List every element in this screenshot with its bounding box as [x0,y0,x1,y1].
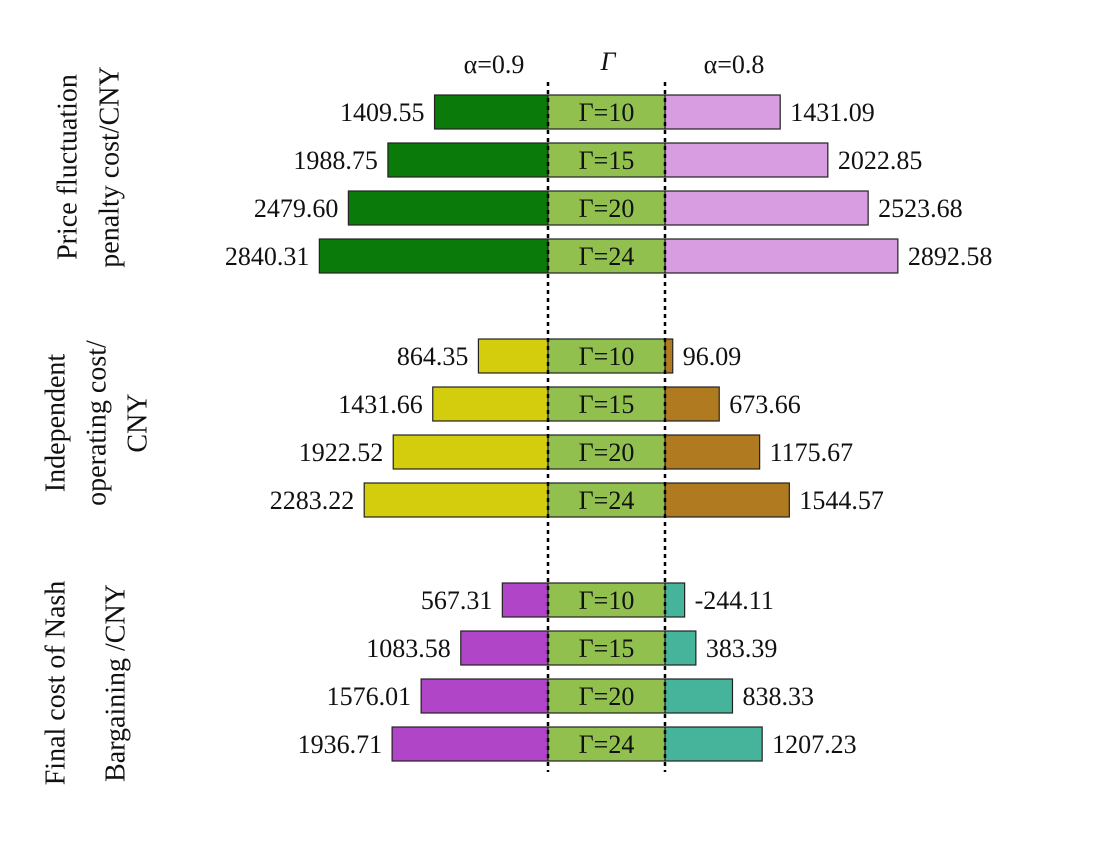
group-3-left-value-2: 1083.58 [366,634,451,663]
group-1-right-bar-4 [664,238,899,274]
group-3-label-line-1: Final cost of Nash [40,581,71,786]
group-1-left-bar-3 [347,190,549,226]
group-1-center-label-2: Γ=15 [579,146,635,175]
group-2-center-label-4: Γ=24 [579,486,635,515]
group-3-left-bar-2 [460,630,549,666]
group-3-right-value-3: 838.33 [742,682,814,711]
header-middle-label: Γ [600,47,617,76]
group-2-left-bar-2 [432,386,549,422]
group-1-left-value-4: 2840.31 [225,242,310,271]
group-3-center-block-1 [547,582,666,618]
group-1-label-line-1: Price fluctuation [52,74,83,260]
group-1-right-value-1: 1431.09 [790,98,875,127]
group-3-center-label-1: Γ=10 [579,586,635,615]
group-3-left-bar-1 [501,582,549,618]
group-2-right-value-3: 1175.67 [770,438,854,467]
center-labels-layer: Γ=10 Γ=15 Γ=20 Γ=24 Γ=10 Γ=15 Γ=20 Γ=24 Γ=10 Γ=15… [547,94,666,762]
group-2-left-value-1: 864.35 [397,342,469,371]
group-2-left-bar-4 [363,482,549,518]
group-1-left-value-1: 1409.55 [340,98,425,127]
group-1-right-bar-1 [664,94,781,130]
group-3-center-block-3 [547,678,666,714]
group-3-left-bar-4 [391,726,549,762]
group-3-center-block-4 [547,726,666,762]
group-3-right-bar-3 [664,678,734,714]
group-1-center-label-3: Γ=20 [579,194,635,223]
group-2-right-bar-4 [664,482,790,518]
group-3-right-bar-4 [664,726,763,762]
group-2-left-value-3: 1922.52 [299,438,384,467]
group-1-center-block-2 [547,142,666,178]
group-1-right-value-4: 2892.58 [908,242,993,271]
group-3-right-bar-1 [664,582,686,618]
group-1-left-value-2: 1988.75 [293,146,378,175]
group-1-center-block-1 [547,94,666,130]
group-3-right-value-1: -244.11 [695,586,774,615]
group-3-right-bar-2 [664,630,697,666]
group-2-center-label-1: Γ=10 [579,342,635,371]
group-1-left-bar-1 [433,94,549,130]
group-1-left-bar-2 [387,142,549,178]
group-2-center-label-3: Γ=20 [579,438,635,467]
group-1-right-value-2: 2022.85 [838,146,923,175]
group-3-center-label-3: Γ=20 [579,682,635,711]
group-2-left-value-2: 1431.66 [338,390,423,419]
labels-layer: α=0.9 Γ α=0.8 Price fluctuation penalty c… [40,47,992,785]
group-2-left-bar-3 [392,434,549,470]
group-3-left-bar-3 [420,678,549,714]
group-2-label-line-2: operating cost/ [81,340,112,506]
group-2-right-bar-3 [664,434,761,470]
header-right-label: α=0.8 [704,50,765,79]
group-2-right-value-1: 96.09 [683,342,742,371]
group-1-center-block-3 [547,190,666,226]
group-1-left-bar-4 [318,238,549,274]
group-2-left-value-4: 2283.22 [270,486,355,515]
group-3-right-value-4: 1207.23 [772,730,857,759]
group-1-right-bar-3 [664,190,869,226]
group-2-center-block-2 [547,386,666,422]
group-2-right-value-4: 1544.57 [799,486,884,515]
group-1-right-value-3: 2523.68 [878,194,963,223]
group-2-label-line-1: Independent [40,354,71,493]
group-3-center-block-2 [547,630,666,666]
group-1-center-label-1: Γ=10 [579,98,635,127]
group-2-center-label-2: Γ=15 [579,390,635,419]
group-3-center-label-4: Γ=24 [579,730,635,759]
group-3-label-line-2: Bargaining /CNY [100,584,131,782]
group-1-center-label-4: Γ=24 [579,242,635,271]
group-3-left-value-3: 1576.01 [327,682,412,711]
group-2-right-bar-2 [664,386,720,422]
group-2-left-bar-1 [477,338,549,374]
group-2-center-block-1 [547,338,666,374]
group-3-left-value-1: 567.31 [421,586,493,615]
group-1-left-value-3: 2479.60 [254,194,339,223]
divider-lines [546,82,667,772]
header-left-label: α=0.9 [464,50,525,79]
group-3-right-value-2: 383.39 [706,634,778,663]
group-3-left-value-4: 1936.71 [298,730,383,759]
group-3-center-label-2: Γ=15 [579,634,635,663]
bars-layer [318,94,899,762]
group-2-label-line-3: CNY [122,393,153,452]
group-1-right-bar-2 [664,142,829,178]
group-1-center-block-4 [547,238,666,274]
group-2-right-value-2: 673.66 [729,390,801,419]
group-1-label-line-2: penalty cost/CNY [94,66,125,267]
